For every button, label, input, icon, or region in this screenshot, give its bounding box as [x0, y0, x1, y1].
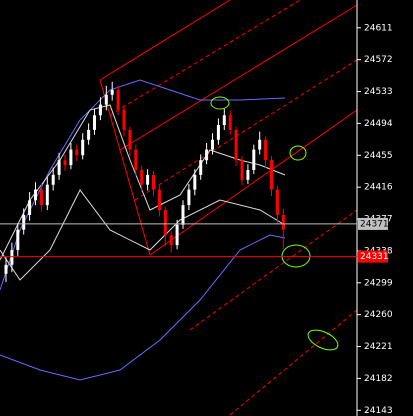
candle-body: [228, 115, 232, 130]
candle-body: [181, 205, 185, 225]
candle-body: [199, 160, 203, 175]
candle-body: [146, 174, 150, 185]
marker-ellipse: [289, 145, 307, 161]
price-label: 24331: [360, 252, 389, 262]
candle-body: [270, 160, 273, 190]
candle-body: [264, 139, 268, 161]
pitchfork: [99, 0, 358, 416]
candle-body: [187, 189, 191, 206]
candle-body: [98, 104, 102, 116]
candle-body: [128, 129, 132, 150]
price-box: [358, 250, 388, 263]
y-tick-label: 24182: [364, 374, 393, 384]
candle-body: [157, 189, 161, 211]
channel-line: [99, 79, 151, 256]
candle-body: [246, 169, 250, 180]
candle-body: [87, 129, 91, 140]
candle-body: [252, 149, 256, 170]
candle-body: [28, 200, 32, 215]
candle-body: [140, 169, 144, 185]
y-tick-label: 24611: [364, 23, 393, 33]
candle-body: [216, 125, 220, 140]
candle-body: [63, 160, 67, 166]
candle-body: [16, 229, 20, 251]
price-box: [358, 217, 388, 230]
candle-body: [22, 214, 26, 230]
candle-body: [205, 149, 209, 161]
y-tick-label: 24260: [364, 310, 393, 320]
candle-body: [275, 189, 279, 215]
candle-body: [152, 174, 155, 190]
marker-ellipse: [210, 96, 230, 110]
candle-body: [69, 149, 73, 166]
channel-line: [119, 4, 358, 151]
candle-body: [240, 160, 244, 180]
y-tick-label: 24299: [364, 278, 393, 288]
channel-line: [99, 0, 231, 81]
candle-body: [222, 115, 226, 126]
candle-body: [211, 139, 214, 150]
candle-body: [34, 189, 37, 201]
candle-body: [169, 235, 173, 246]
markers: [210, 96, 339, 351]
y-tick-label: 24416: [364, 183, 393, 193]
candle-body: [281, 214, 285, 230]
candle-body: [163, 210, 167, 236]
channel-line: [189, 209, 358, 331]
candle-body: [134, 149, 138, 170]
price-label: 24371: [360, 219, 389, 229]
marker-ellipse: [281, 244, 311, 268]
band-lower: [0, 234, 286, 381]
candle-body: [45, 184, 49, 206]
y-tick-label: 24221: [364, 342, 393, 352]
candle-body: [93, 115, 96, 130]
candle-body: [81, 139, 85, 156]
y-tick-label: 24494: [364, 119, 393, 129]
y-tick-label: 24533: [364, 87, 393, 97]
candle-body: [122, 109, 126, 130]
candle-body: [193, 174, 197, 190]
candle-body: [75, 149, 79, 156]
candle-body: [104, 94, 108, 105]
candle-body: [39, 189, 43, 206]
candle-body: [57, 160, 61, 175]
band-inner: [0, 189, 286, 281]
candle-body: [234, 129, 238, 161]
candle-body: [51, 174, 55, 185]
candle-body: [110, 89, 114, 95]
candle-body: [10, 250, 14, 265]
channel-line: [134, 59, 358, 201]
candle-body: [258, 139, 262, 150]
y-tick-label: 24572: [364, 55, 393, 65]
y-tick-label: 24143: [364, 406, 393, 416]
marker-ellipse: [307, 329, 339, 351]
channel-line: [149, 109, 358, 256]
y-tick-label: 24455: [364, 151, 393, 161]
candle-body: [4, 264, 8, 274]
candle-body: [175, 224, 179, 246]
channel-line: [109, 0, 301, 116]
candle-body: [116, 89, 120, 110]
